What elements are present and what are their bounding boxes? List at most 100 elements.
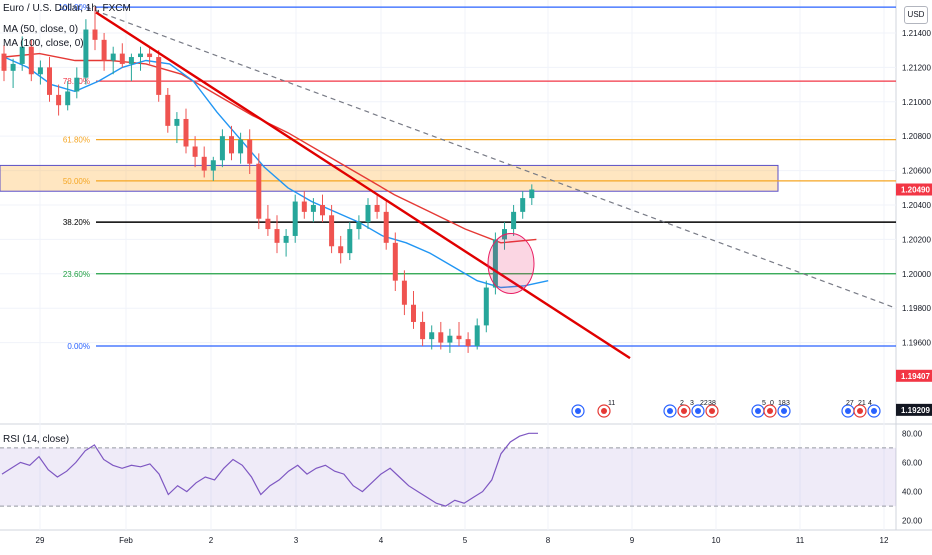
candle-body-1 [10,63,16,71]
candle-body-29 [265,218,271,230]
fib-label-38-20: 38.20% [63,218,90,227]
event-count-7: 0 [770,400,774,407]
candle-body-57 [520,198,526,212]
candle-body-37 [338,246,344,254]
candle-body-2 [19,46,25,64]
candle-body-42 [383,211,389,243]
price-tick-6: 1.20200 [902,235,931,244]
event-marker-dot-2-2 [781,408,787,414]
candle-body-3 [28,46,34,75]
price-tag-2: 1.19209 [901,406,930,415]
event-count-5: 8 [712,400,716,407]
time-tick-2: 2 [209,536,214,545]
price-tick-8: 1.19800 [902,304,931,313]
time-tick-5: 5 [463,536,468,545]
candle-body-45 [411,304,416,322]
candle-body-21 [192,146,198,157]
candle-body-0 [1,53,7,71]
event-count-11: 21 [858,400,866,407]
rsi-legend: RSI (14, close) [3,434,70,445]
candle-body-22 [201,156,207,171]
candle-body-38 [347,229,353,254]
event-count-3: 22 [700,400,708,407]
candle-body-34 [310,204,316,212]
candle-body-14 [128,57,134,64]
price-tick-3: 1.20800 [902,132,931,141]
candle-body-17 [156,57,162,95]
breakout-highlight [487,232,535,294]
candle-body-32 [292,201,298,236]
time-tick-8: 10 [712,536,721,545]
event-marker-dot-1-1 [681,408,687,414]
candle-body-35 [320,204,325,216]
event-count-12: 4 [868,400,872,407]
symbol-legend: Euro / U.S. Dollar, 1h, FXCM [3,3,131,14]
candle-body-9 [83,29,89,78]
candle-body-52 [474,325,480,347]
candle-body-28 [256,163,262,219]
candle-body-43 [392,242,398,281]
rsi-band [0,447,896,507]
candle-body-23 [210,160,216,171]
candle-body-13 [119,53,125,64]
event-count-2: 3 [690,400,694,407]
time-tick-6: 8 [546,536,551,545]
candle-body-26 [238,139,244,154]
rsi-tick-1: 60.00 [902,458,923,467]
candle-body-19 [174,118,180,126]
time-tick-4: 4 [379,536,384,545]
price-tick-9: 1.19600 [902,339,931,348]
rsi-tick-0: 80.00 [902,429,923,438]
resistance-zone [0,164,779,192]
event-marker-dot-1-3 [709,408,715,414]
price-tag-bg-1 [896,369,932,382]
candle-body-58 [529,189,535,199]
price-tick-5: 1.20400 [902,201,931,210]
event-marker-dot-0-0 [575,408,581,414]
candle-body-33 [301,201,307,212]
candle-body-4 [37,67,43,75]
price-tag-bg-2 [896,403,932,416]
candle-body-44 [401,280,407,305]
price-tick-4: 1.20600 [902,167,931,176]
event-count-10: 27 [846,400,854,407]
ma50-legend: MA (50, close, 0) [3,24,79,35]
fib-label-100-00: 100.00% [58,3,90,12]
candle-body-18 [165,94,171,126]
rsi-tick-3: 20.00 [902,517,923,526]
fib-label-61-80: 61.80% [63,136,90,145]
candle-body-54 [492,239,498,288]
candle-body-25 [229,136,234,154]
candle-body-6 [56,94,62,106]
candle-body-10 [92,29,98,40]
event-count-9: 3 [786,400,790,407]
ma50-line [3,56,549,289]
event-marker-dot-3-1 [857,408,863,414]
candle-body-27 [247,139,253,164]
candle-body-16 [147,53,153,58]
price-tick-0: 1.21400 [902,29,931,38]
event-count-1: 2 [680,400,684,407]
event-marker-dot-1-0 [667,408,673,414]
rsi-tick-2: 40.00 [902,488,923,497]
candle-body-36 [329,215,335,247]
time-tick-1: Feb [119,536,133,545]
candle-body-53 [483,287,489,326]
event-count-6: 5 [762,400,766,407]
fib-label-0-00: 0.00% [67,342,90,351]
event-marker-dot-2-0 [755,408,761,414]
candle-body-24 [219,136,225,161]
candle-body-51 [465,339,471,347]
candle-body-40 [365,204,371,223]
ma100-legend: MA (100, close, 0) [3,38,84,49]
candle-body-15 [138,53,143,58]
currency-badge[interactable]: USD [904,6,928,24]
fib-label-23-60: 23.60% [63,270,90,279]
candle-body-31 [283,235,289,243]
candle-body-46 [420,321,426,340]
time-tick-7: 9 [630,536,635,545]
rsi-line [1,432,538,507]
event-count-8: 18 [778,400,786,407]
